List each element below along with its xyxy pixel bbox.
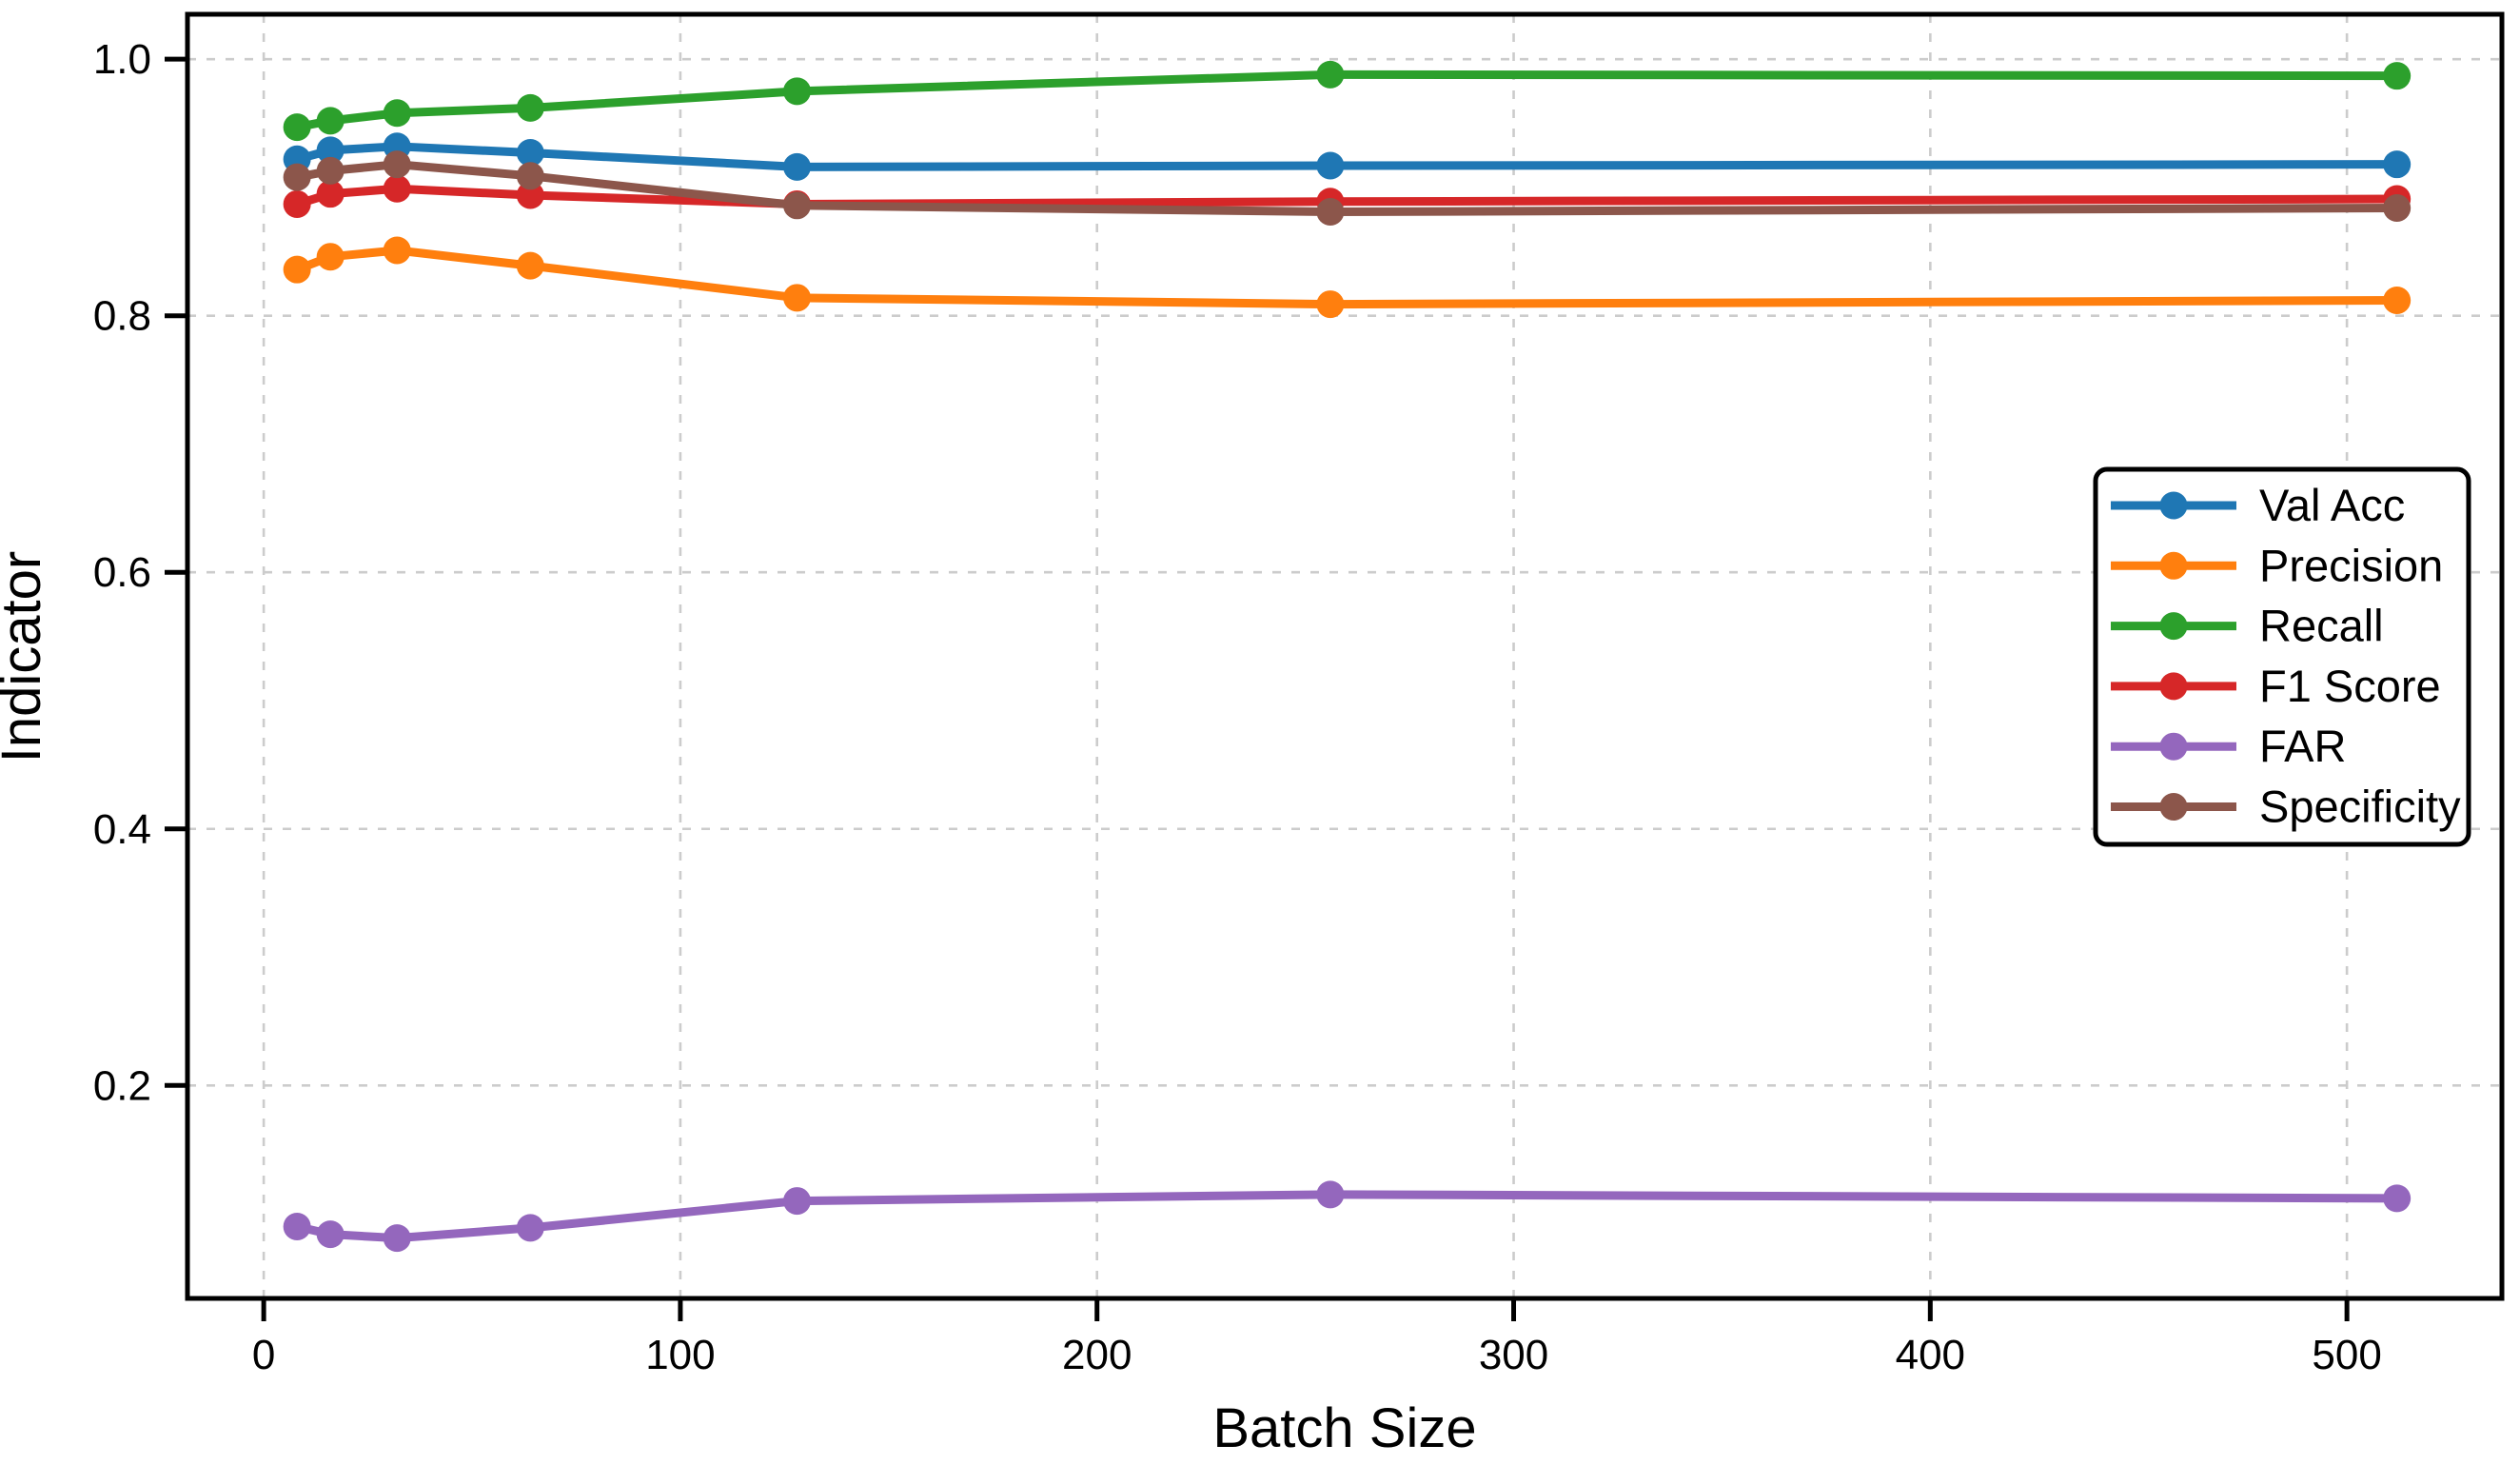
series-val-acc [283,132,2412,181]
data-point-specificity [2383,193,2412,222]
data-point-val-acc [1316,151,1345,180]
data-point-recall [1316,60,1345,89]
legend-item-specificity: Specificity [2111,782,2461,832]
data-point-precision [516,251,544,280]
legend-label: Precision [2259,540,2443,590]
legend-item-f1-score: F1 Score [2111,661,2441,711]
legend-marker [2159,491,2188,520]
data-point-far [283,1213,311,1241]
legend-marker [2159,612,2188,641]
data-point-far [2383,1184,2412,1213]
y-tick-label: 1.0 [93,36,151,83]
legend-label: Val Acc [2259,480,2405,530]
series-group [283,60,2412,1253]
y-tick-label: 0.8 [93,293,151,340]
data-point-specificity [383,150,411,179]
axes-spines [185,11,2505,1301]
data-point-specificity [783,191,812,220]
tick-marks [165,56,2350,1321]
data-point-far [783,1187,812,1216]
legend-item-recall: Recall [2111,601,2384,651]
x-tick-label: 0 [252,1332,275,1378]
data-point-recall [383,99,411,128]
series-specificity [283,150,2412,227]
data-point-f1-score [516,181,544,209]
data-point-precision [783,284,812,312]
x-tick-label: 200 [1062,1332,1132,1378]
series-recall [283,60,2412,142]
data-point-f1-score [316,180,345,208]
data-point-recall [2383,62,2412,90]
legend-label: FAR [2259,721,2346,771]
data-point-specificity [516,162,544,190]
series-line-val-acc [292,142,2402,171]
data-point-specificity [1316,198,1345,227]
series-line-far [292,1190,2402,1243]
data-point-recall [516,93,544,122]
x-tick-label: 300 [1479,1332,1548,1378]
data-point-recall [316,107,345,135]
y-tick-label: 0.2 [93,1062,151,1109]
data-point-recall [783,77,812,106]
data-point-far [383,1224,411,1253]
data-point-f1-score [383,174,411,203]
data-point-far [516,1214,544,1242]
data-point-precision [283,255,311,284]
data-point-val-acc [783,152,812,181]
series-far [283,1180,2412,1253]
legend-marker [2159,551,2188,580]
y-axis-label: Indicator [0,551,52,762]
x-tick-label: 500 [2312,1332,2381,1378]
series-precision [283,236,2412,319]
data-point-val-acc [2383,150,2412,179]
legend-label: Recall [2259,601,2384,651]
series-line-precision [292,246,2402,309]
legend-label: F1 Score [2259,661,2441,711]
x-axis-label: Batch Size [1212,1397,1476,1459]
data-point-specificity [316,156,345,185]
legend-item-far: FAR [2111,721,2346,771]
x-tick-labels: 0 100 200 300 400 500 [252,1332,2382,1378]
data-point-val-acc [316,136,345,165]
legend: Val Acc Precision Recall F1 Score FAR Specifi… [2093,466,2471,847]
x-tick-label: 400 [1896,1332,1965,1378]
series-line-recall [292,69,2402,132]
legend-item-precision: Precision [2111,540,2443,590]
data-point-far [316,1220,345,1249]
y-tick-labels: 0.2 0.4 0.6 0.8 1.0 [93,36,151,1109]
series-line-f1-score [292,184,2402,208]
data-point-recall [283,113,311,142]
data-point-precision [1316,290,1345,319]
data-point-far [1316,1180,1345,1209]
x-tick-label: 100 [645,1332,715,1378]
data-point-specificity [283,163,311,191]
data-point-precision [2383,287,2412,315]
y-tick-label: 0.6 [93,549,151,596]
legend-item-val-acc: Val Acc [2111,480,2405,530]
data-point-val-acc [516,139,544,168]
data-point-precision [383,236,411,265]
legend-marker [2159,672,2188,701]
legend-label: Specificity [2259,782,2461,832]
legend-marker [2159,793,2188,821]
data-point-precision [316,243,345,271]
y-tick-label: 0.4 [93,806,151,853]
legend-marker [2159,732,2188,761]
plot-border [185,11,2505,1301]
data-point-f1-score [283,189,311,218]
